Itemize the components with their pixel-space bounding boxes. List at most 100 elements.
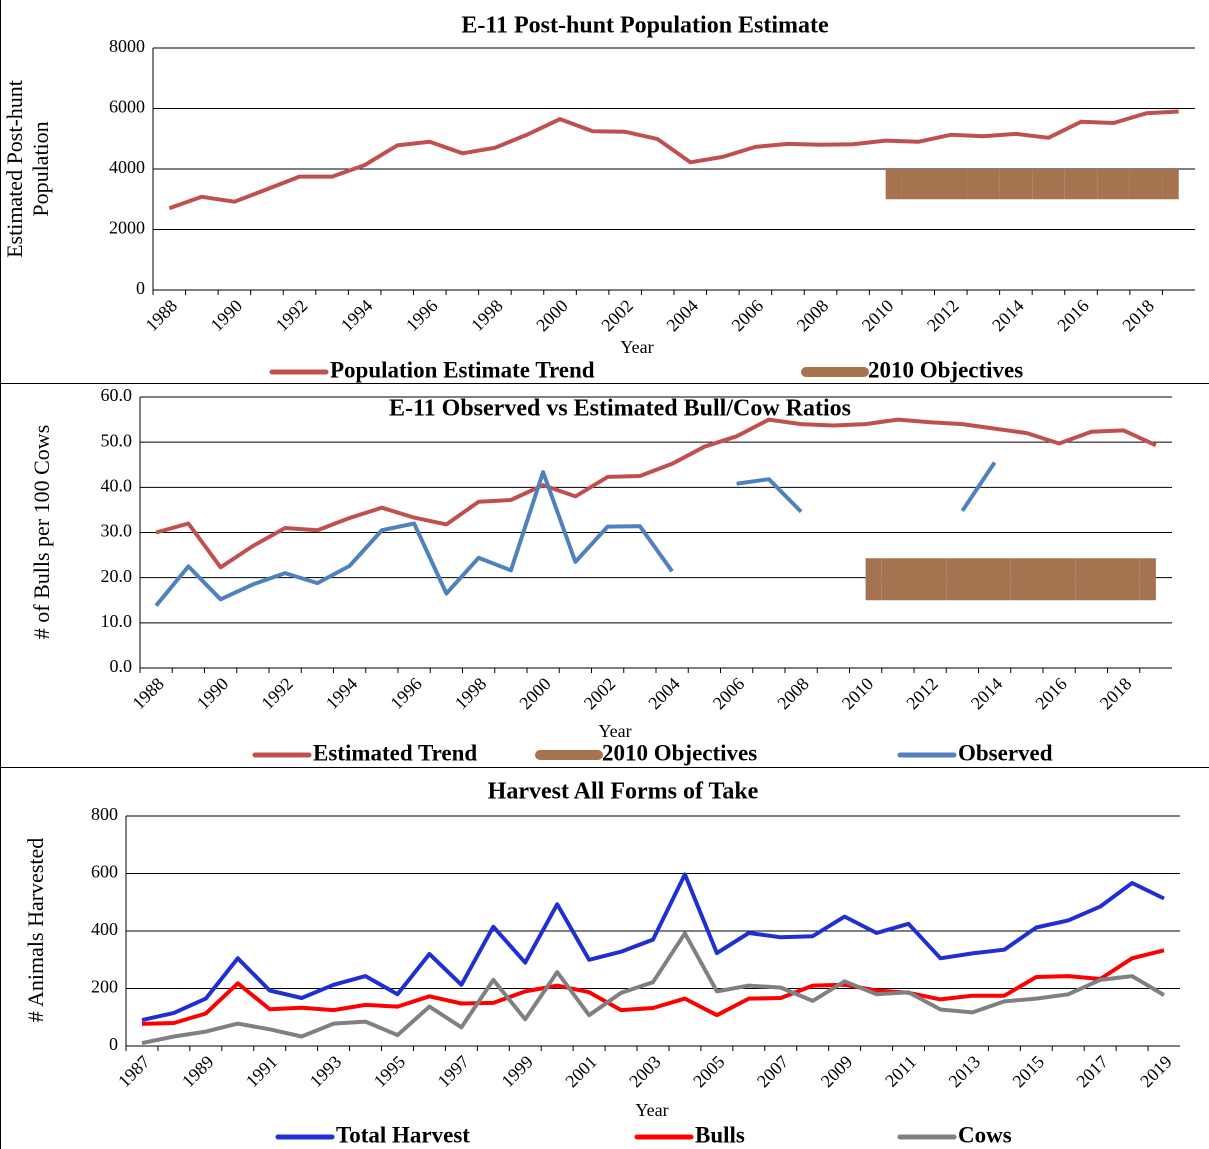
x-tick-label: 2009 <box>817 1052 857 1092</box>
y-tick-label: 40.0 <box>101 475 133 495</box>
legend-label: 2010 Objectives <box>868 357 1023 382</box>
y-tick-label: 600 <box>91 862 118 882</box>
y-tick-label: 800 <box>91 804 118 824</box>
objective-band <box>999 169 1033 200</box>
series-line <box>168 109 1179 211</box>
x-tick-label: 1992 <box>272 296 312 336</box>
legend-label: Total Harvest <box>336 1122 470 1147</box>
y-axis-title: Population <box>28 121 53 216</box>
legend-label: 2010 Objectives <box>602 740 757 765</box>
y-axis-title: # Animals Harvested <box>23 838 48 1023</box>
x-tick-label: 2019 <box>1136 1052 1176 1092</box>
y-tick-label: 30.0 <box>101 521 133 541</box>
x-tick-label: 2014 <box>967 674 1007 714</box>
x-tick-label: 2003 <box>625 1052 665 1092</box>
x-tick-label: 1998 <box>451 674 491 714</box>
x-tick-label: 2002 <box>597 296 637 336</box>
legend-label: Observed <box>958 740 1053 765</box>
series-line <box>141 948 1165 1026</box>
x-tick-label: 1991 <box>242 1052 282 1092</box>
x-tick-label: 2000 <box>515 674 555 714</box>
objective-band <box>914 558 947 601</box>
x-tick-label: 2013 <box>945 1052 985 1092</box>
x-tick-label: 1988 <box>141 296 181 336</box>
objective-band <box>1064 169 1098 200</box>
series-line <box>155 417 1157 570</box>
objective-band <box>1032 169 1065 200</box>
x-tick-label: 1998 <box>467 296 507 336</box>
y-tick-label: 400 <box>91 919 118 939</box>
objective-band <box>1107 558 1140 601</box>
x-tick-label: 1994 <box>322 674 362 714</box>
x-tick-label: 2017 <box>1072 1052 1112 1092</box>
x-axis-title: Year <box>620 337 653 357</box>
x-tick-label: 2004 <box>644 674 684 714</box>
legend-label: Estimated Trend <box>313 740 477 765</box>
x-tick-label: 2008 <box>793 296 833 336</box>
y-tick-label: 20.0 <box>101 566 133 586</box>
objective-band <box>1010 558 1043 601</box>
y-tick-label: 0 <box>136 278 145 298</box>
series-line <box>141 931 1166 1046</box>
series-line <box>154 461 997 607</box>
objective-band <box>865 558 882 601</box>
x-tick-label: 2007 <box>753 1052 793 1092</box>
objective-band <box>885 169 902 200</box>
x-tick-label: 2005 <box>689 1052 729 1092</box>
x-tick-label: 2014 <box>988 296 1028 336</box>
y-tick-label: 2000 <box>109 218 145 238</box>
objective-band <box>1075 558 1108 601</box>
y-tick-label: 0 <box>109 1034 118 1054</box>
y-tick-label: 0.0 <box>110 656 133 676</box>
x-tick-label: 2011 <box>881 1052 920 1091</box>
objective-band <box>901 169 935 200</box>
x-tick-label: 2016 <box>1053 296 1093 336</box>
x-tick-label: 2004 <box>662 296 702 336</box>
x-tick-label: 1996 <box>386 674 426 714</box>
legend-label: Cows <box>958 1122 1012 1147</box>
x-tick-label: 2006 <box>709 674 749 714</box>
x-tick-label: 1992 <box>257 674 297 714</box>
x-tick-label: 1990 <box>207 296 247 336</box>
x-tick-label: 2006 <box>728 296 768 336</box>
y-tick-label: 6000 <box>109 97 145 117</box>
x-tick-label: 1997 <box>434 1052 474 1092</box>
y-tick-label: 60.0 <box>101 385 133 405</box>
y-tick-label: 4000 <box>109 157 145 177</box>
x-tick-label: 1995 <box>370 1052 410 1092</box>
y-axis-title: Estimated Post-hunt <box>2 80 27 258</box>
series-line <box>141 872 1165 1023</box>
x-tick-label: 1994 <box>337 296 377 336</box>
objective-band <box>967 169 1000 200</box>
x-tick-label: 2016 <box>1031 674 1071 714</box>
objective-band <box>934 169 968 200</box>
objective-band <box>1043 558 1076 601</box>
y-tick-label: 8000 <box>109 36 145 56</box>
objective-band <box>978 558 1011 601</box>
objective-band <box>1139 558 1156 601</box>
x-tick-label: 1987 <box>114 1052 154 1092</box>
x-tick-label: 2010 <box>838 674 878 714</box>
x-tick-label: 2018 <box>1096 674 1136 714</box>
x-tick-label: 1999 <box>497 1052 537 1092</box>
y-tick-label: 10.0 <box>101 611 133 631</box>
y-tick-label: 50.0 <box>101 430 133 450</box>
objective-band <box>946 558 979 601</box>
y-tick-label: 200 <box>91 977 118 997</box>
x-tick-label: 2000 <box>532 296 572 336</box>
x-tick-label: 1993 <box>306 1052 346 1092</box>
chart-title: E-11 Observed vs Estimated Bull/Cow Rati… <box>389 396 851 422</box>
objective-band <box>1162 169 1179 200</box>
x-tick-label: 2002 <box>580 674 620 714</box>
x-tick-label: 2012 <box>923 296 963 336</box>
x-tick-label: 2010 <box>858 296 898 336</box>
x-axis-title: Year <box>598 721 631 741</box>
x-tick-label: 1989 <box>178 1052 218 1092</box>
x-tick-label: 2015 <box>1008 1052 1048 1092</box>
objective-band <box>1129 169 1163 200</box>
x-tick-label: 1988 <box>128 674 168 714</box>
objective-band <box>1097 169 1130 200</box>
x-tick-label: 2001 <box>561 1052 601 1092</box>
x-tick-label: 2012 <box>902 674 942 714</box>
